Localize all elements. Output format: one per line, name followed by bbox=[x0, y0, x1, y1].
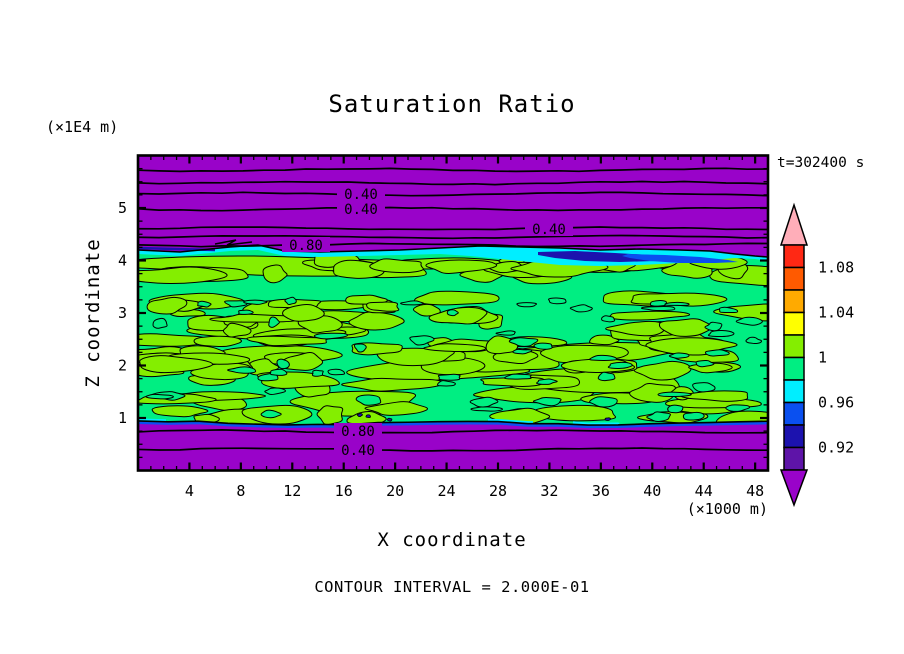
x-tick-label: 24 bbox=[438, 482, 456, 500]
colorbar-tick-label: 1.04 bbox=[818, 304, 854, 322]
contour-interval-note: CONTOUR INTERVAL = 2.000E-01 bbox=[314, 578, 589, 596]
cloud-top-blue-lens bbox=[622, 254, 738, 263]
contour-line bbox=[137, 180, 769, 186]
time-stamp-label: t=302400 s bbox=[777, 155, 864, 171]
contour-label: 0.80 bbox=[289, 238, 323, 254]
y-tick-label: 3 bbox=[118, 304, 127, 322]
colorbar-cell bbox=[783, 289, 805, 314]
contour-line bbox=[137, 242, 769, 248]
colorbar: 1.08 1.04 1 0.96 0.92 bbox=[779, 202, 854, 508]
x-tick-label: 12 bbox=[283, 482, 301, 500]
contour-line bbox=[137, 429, 769, 434]
x-tick-label: 4 bbox=[185, 482, 194, 500]
x-tick-label: 48 bbox=[746, 482, 764, 500]
contour-label: 0.80 bbox=[341, 424, 375, 440]
x-tick-label: 20 bbox=[386, 482, 404, 500]
contour-line bbox=[137, 226, 769, 231]
y-tick-label: 5 bbox=[118, 199, 127, 217]
colorbar-over-arrow bbox=[779, 202, 809, 246]
x-tick-label: 40 bbox=[643, 482, 661, 500]
x-tick-label: 28 bbox=[489, 482, 507, 500]
contour-label: 0.40 bbox=[341, 443, 375, 459]
colorbar-cell bbox=[783, 266, 805, 291]
x-tick-label: 32 bbox=[540, 482, 558, 500]
turbulence-texture bbox=[138, 249, 768, 426]
cloud-base-contour bbox=[137, 420, 769, 426]
contour-label: 0.40 bbox=[532, 222, 566, 238]
cloud-base-blue-stripe bbox=[137, 421, 769, 429]
contour-line-labels: 0.400.400.400.800.800.40 bbox=[282, 186, 573, 459]
cloud-base-cyan-segment bbox=[137, 418, 167, 422]
colorbar-cell bbox=[783, 379, 805, 404]
contour-label: 0.40 bbox=[344, 187, 378, 203]
colorbar-cell bbox=[783, 334, 805, 359]
axes-frame bbox=[136, 154, 770, 472]
y-tick-label: 4 bbox=[118, 252, 127, 270]
colorbar-cell bbox=[783, 424, 805, 449]
colorbar-under-arrow bbox=[779, 469, 809, 508]
colorbar-tick-label: 1 bbox=[818, 349, 827, 367]
y-axis-unit-label: (×1E4 m) bbox=[46, 118, 118, 136]
x-tick-label: 44 bbox=[695, 482, 713, 500]
y-axis-title: Z coordinate bbox=[82, 238, 104, 387]
colorbar-cell bbox=[783, 311, 805, 336]
colorbar-tick-label: 0.92 bbox=[818, 439, 854, 457]
colorbar-cell bbox=[783, 446, 805, 471]
contour-line bbox=[137, 206, 768, 212]
contour-squiggle bbox=[214, 239, 253, 246]
x-tick-label: 36 bbox=[592, 482, 610, 500]
x-tick-label: 8 bbox=[236, 482, 245, 500]
colorbar-tick-label: 1.08 bbox=[818, 259, 854, 277]
x-axis-title: X coordinate bbox=[377, 529, 526, 551]
x-axis-unit-label: (×1000 m) bbox=[687, 500, 768, 518]
contour-field bbox=[137, 155, 769, 471]
y-tick-label: 1 bbox=[118, 409, 127, 427]
colorbar-tick-label: 0.96 bbox=[818, 394, 854, 412]
plot-title: Saturation Ratio bbox=[328, 90, 575, 118]
contour-line bbox=[137, 167, 769, 173]
contour-label: 0.40 bbox=[344, 202, 378, 218]
y-tick-label: 2 bbox=[118, 357, 127, 375]
x-tick-label: 16 bbox=[335, 482, 353, 500]
cloud-base-cyan-segment bbox=[572, 421, 620, 426]
colorbar-cell bbox=[783, 244, 805, 269]
colorbar-cell bbox=[783, 401, 805, 426]
contour-line bbox=[137, 234, 769, 240]
contour-lines bbox=[137, 167, 769, 452]
contour-line bbox=[137, 191, 769, 197]
colorbar-cell bbox=[783, 356, 805, 381]
contour-line bbox=[137, 447, 769, 452]
cloud-base-cyan-segment bbox=[487, 418, 534, 424]
